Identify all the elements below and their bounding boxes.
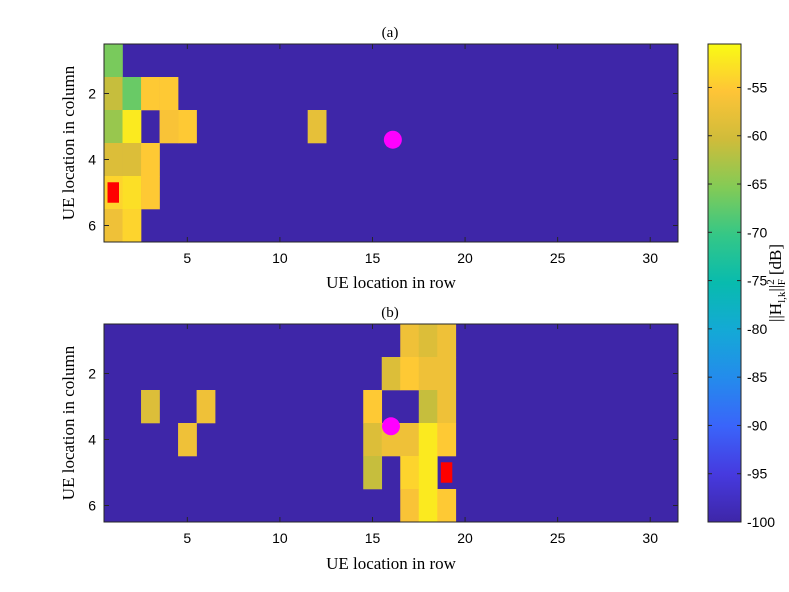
x-tick-label: 30 (642, 530, 658, 546)
heatmap-cell (104, 143, 123, 177)
heatmap-cell (363, 456, 383, 490)
panel-a-x-ticks: 5 10 15 20 25 30 (183, 44, 658, 266)
heatmap-cell (159, 77, 179, 111)
y-tick-label: 6 (88, 498, 96, 514)
colorbar-tick-label: -70 (747, 224, 767, 240)
highlight-cell (107, 182, 119, 203)
panel-b-x-label: UE location in row (326, 554, 457, 573)
heatmap-cell (122, 143, 142, 177)
panel-b-x-ticks: 5 10 15 20 25 30 (183, 324, 658, 546)
heatmap-cell (141, 176, 160, 210)
x-tick-label: 15 (365, 530, 381, 546)
y-tick-label: 4 (88, 152, 96, 168)
heatmap-cell (122, 209, 142, 243)
heatmap-cell (400, 489, 420, 523)
heatmap-cell (122, 110, 142, 144)
x-tick-label: 10 (272, 530, 288, 546)
heatmap-cell (159, 110, 179, 144)
colorbar-ticks: -55 -60 -65 -70 -75 -80 -85 -90 -95 -100 (708, 79, 775, 530)
colorbar: -55 -60 -65 -70 -75 -80 -85 -90 -95 -100 ||Hl,k||… (707, 43, 788, 530)
colorbar-tick-label: -100 (747, 514, 775, 530)
x-tick-label: 15 (365, 250, 381, 266)
heatmap-cell (104, 44, 123, 78)
panel-b-y-ticks: 2 4 6 (88, 366, 678, 514)
y-tick-label: 2 (88, 366, 96, 382)
heatmap-cell (104, 77, 123, 111)
heatmap-cell (307, 110, 327, 144)
heatmap-cell (437, 423, 457, 457)
x-tick-label: 5 (183, 250, 191, 266)
heatmap-cell (122, 77, 142, 111)
highlight-cell (440, 462, 453, 483)
heatmap-cell (418, 324, 438, 358)
colorbar-frame (707, 43, 742, 523)
colorbar-label: ||Hl,k||2F[dB] (765, 244, 788, 322)
panel-a-marker (383, 130, 402, 149)
heatmap-cell (418, 390, 438, 424)
colorbar-tick-label: -85 (747, 369, 767, 385)
panel-b-y-label: UE location in column (59, 345, 78, 500)
panel-b-highlights (440, 462, 453, 483)
panel-b-cells (141, 324, 457, 523)
heatmap-cell (104, 209, 123, 243)
heatmap-cell (122, 176, 142, 210)
panel-a: (a) 5 10 15 20 25 30 2 4 6 UE location in row U… (59, 25, 679, 292)
x-tick-label: 5 (183, 530, 191, 546)
heatmap-cell (400, 357, 420, 391)
heatmap-cell (400, 456, 420, 490)
x-tick-label: 25 (550, 250, 566, 266)
colorbar-tick-label: -80 (747, 321, 767, 337)
heatmap-cell (196, 390, 216, 424)
x-tick-label: 20 (457, 250, 473, 266)
colorbar-tick-label: -90 (747, 417, 767, 433)
panel-a-title: (a) (382, 25, 399, 41)
x-tick-label: 25 (550, 530, 566, 546)
y-tick-label: 6 (88, 218, 96, 234)
heatmap-cell (178, 423, 197, 457)
x-tick-label: 10 (272, 250, 288, 266)
heatmap-cell (418, 456, 438, 490)
heatmap-cell (381, 357, 401, 391)
heatmap-cell (418, 489, 438, 523)
panel-a-y-label: UE location in column (59, 65, 78, 220)
x-tick-label: 30 (642, 250, 658, 266)
colorbar-tick-label: -95 (747, 466, 767, 482)
panel-b-marker (382, 417, 400, 436)
colorbar-tick-label: -65 (747, 176, 767, 192)
heatmap-cell (141, 390, 160, 424)
x-tick-label: 20 (457, 530, 473, 546)
heatmap-cell (400, 324, 420, 358)
panel-a-highlights (107, 182, 119, 203)
colorbar-gradient (708, 44, 741, 522)
heatmap-cell (141, 77, 160, 111)
panel-b: (b) 5 10 15 20 25 30 2 4 6 UE location in row U… (59, 305, 679, 573)
panel-b-title: (b) (381, 305, 399, 321)
y-tick-label: 2 (88, 86, 96, 102)
heatmap-cell (141, 143, 160, 177)
heatmap-cell (437, 390, 457, 424)
heatmap-cell (104, 110, 123, 144)
colorbar-tick-label: -75 (747, 273, 767, 289)
heatmap-cell (418, 357, 438, 391)
colorbar-tick-label: -55 (747, 79, 767, 95)
y-tick-label: 4 (88, 432, 96, 448)
panel-a-y-ticks: 2 4 6 (88, 86, 678, 234)
heatmap-cell (418, 423, 438, 457)
heatmap-cell (437, 489, 457, 523)
heatmap-cell (400, 423, 420, 457)
panel-b-frame (103, 323, 679, 523)
heatmap-cell (363, 390, 383, 424)
colorbar-tick-label: -60 (747, 128, 767, 144)
heatmap-cell (363, 423, 383, 457)
heatmap-cell (437, 324, 457, 358)
heatmap-cell (437, 357, 457, 391)
panel-a-frame (103, 43, 679, 243)
panel-a-x-label: UE location in row (326, 273, 457, 292)
heatmap-cell (178, 110, 197, 144)
